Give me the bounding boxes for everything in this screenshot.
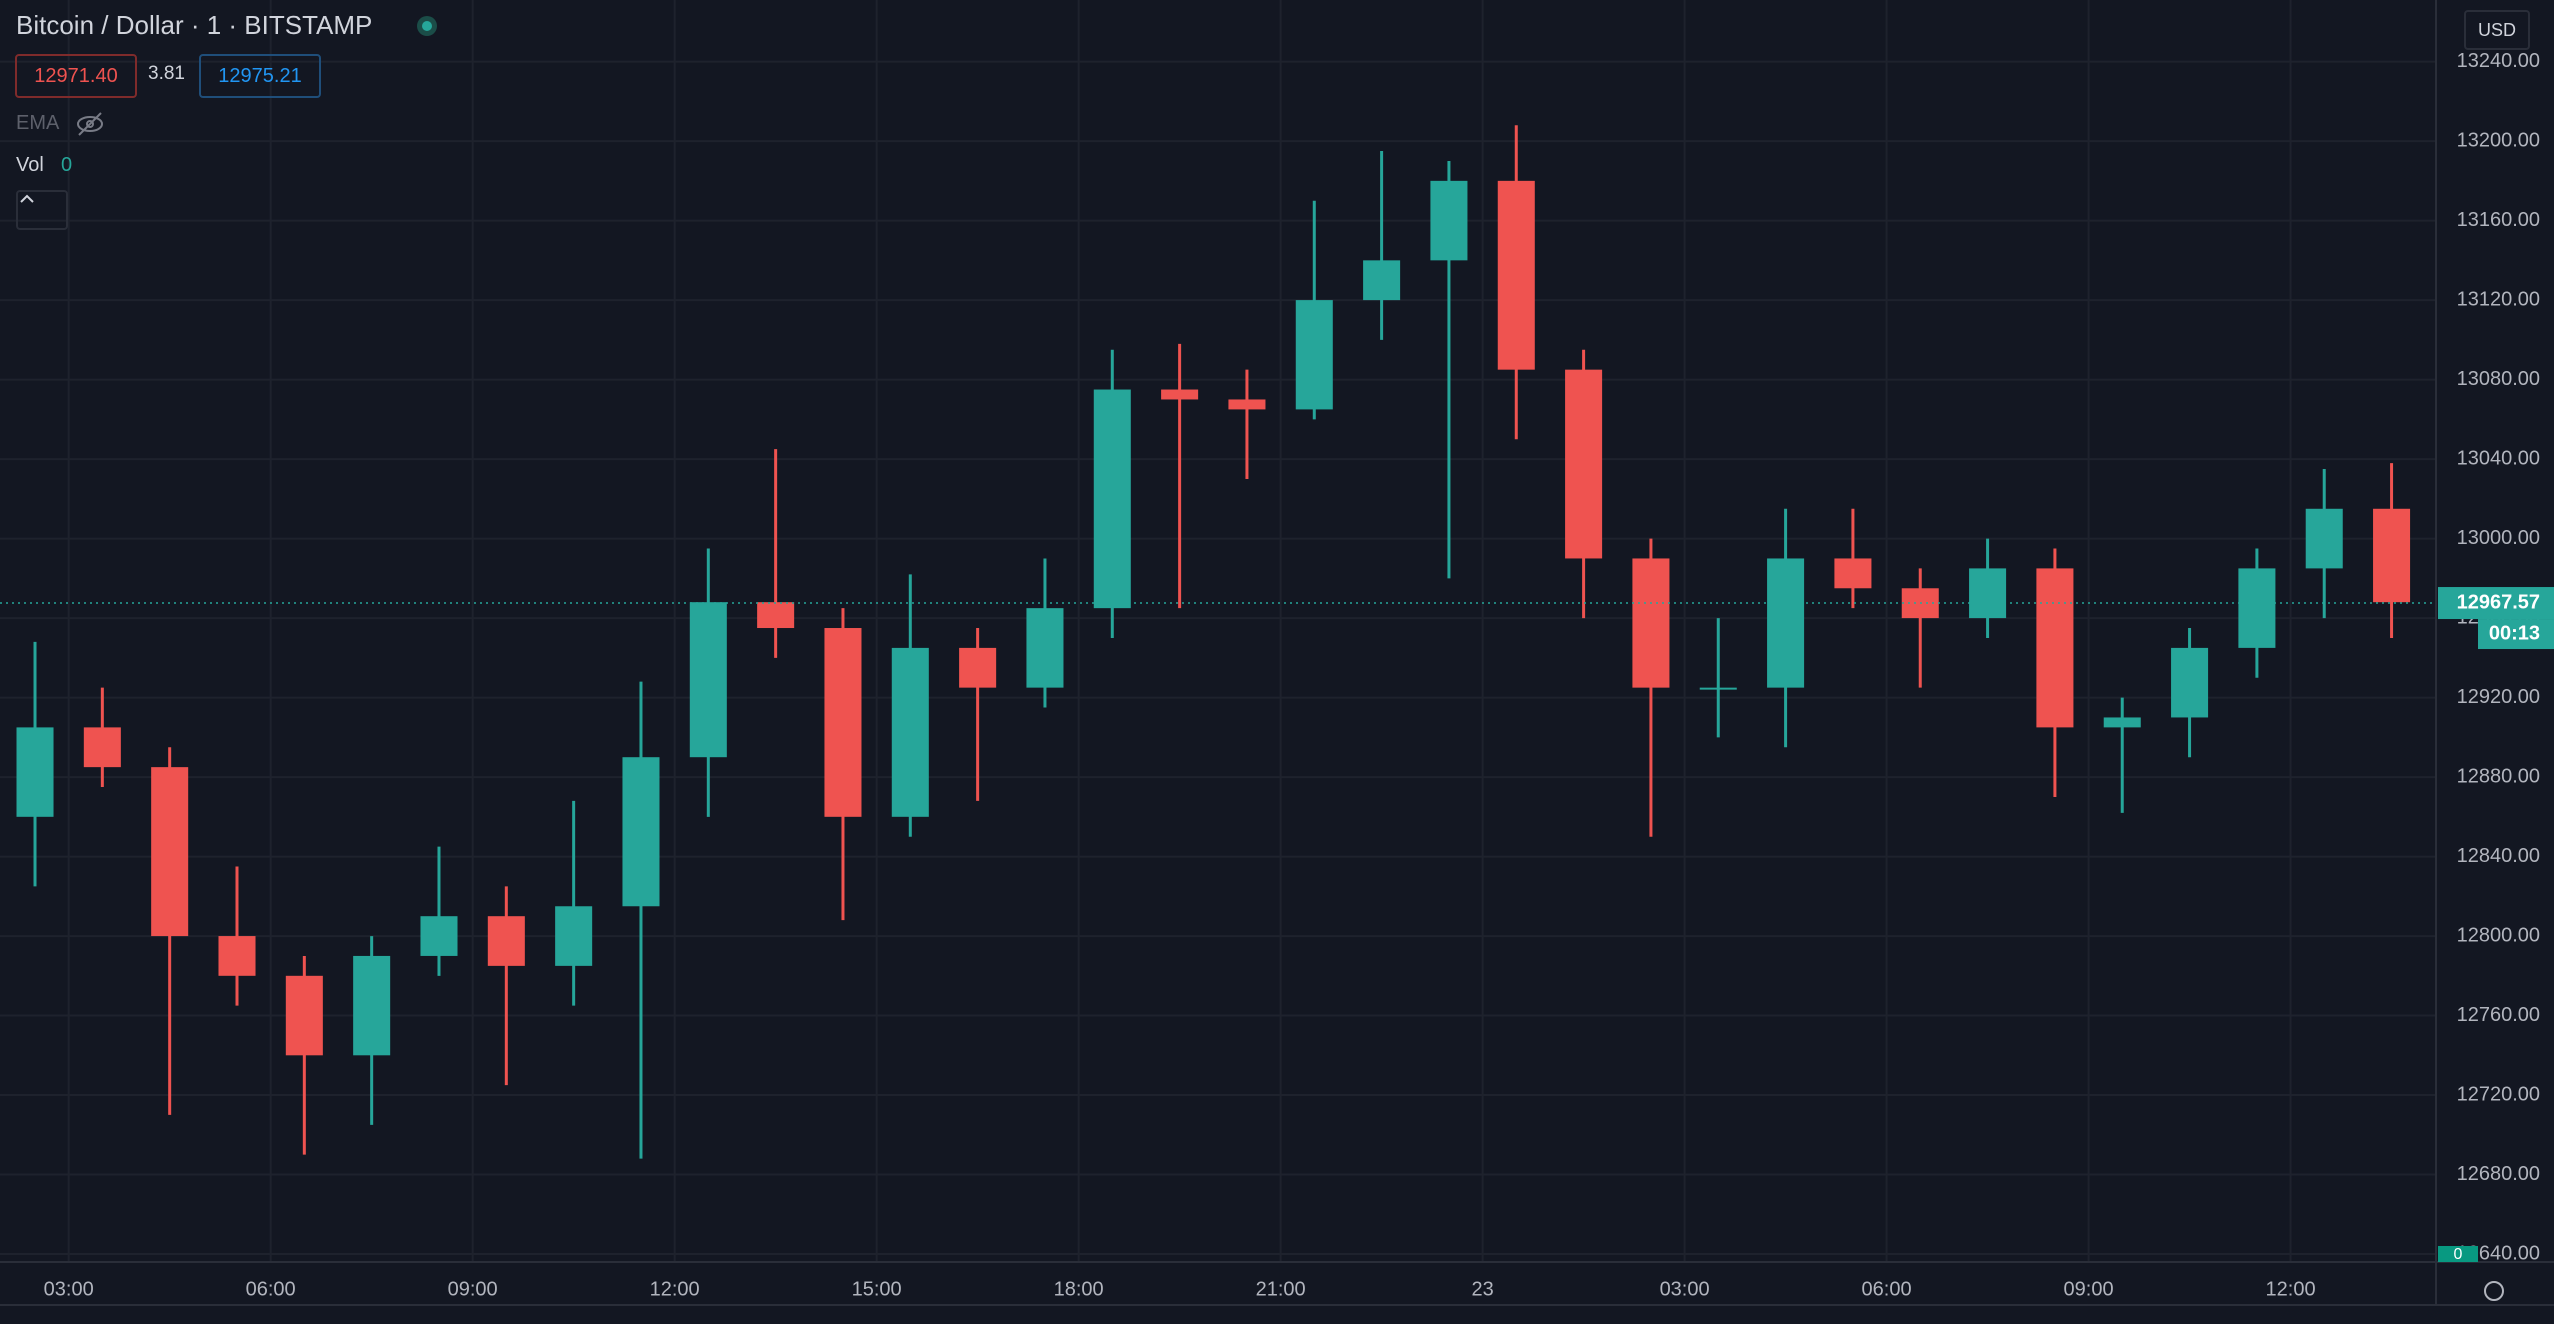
candle-body [1699, 687, 1737, 690]
x-tick-label: 18:00 [1054, 1278, 1104, 1300]
candle-body [622, 757, 660, 907]
candle-body [1565, 369, 1603, 559]
x-tick-label: 15:00 [852, 1278, 902, 1300]
candle-body [1026, 608, 1064, 688]
y-tick-label: 13080.00 [2457, 368, 2540, 390]
candle-body [757, 602, 795, 629]
candle-body [353, 955, 391, 1056]
symbol-title: Bitcoin / Dollar · 1 · BITSTAMP [16, 10, 373, 40]
candle-body [1834, 558, 1872, 589]
candle-body [1228, 399, 1266, 410]
candle-body [555, 906, 593, 966]
candle-body [487, 916, 525, 966]
candle-body [1767, 558, 1805, 688]
candle-body [2171, 647, 2209, 718]
candle-body [959, 647, 997, 688]
sell-button[interactable]: 12971.40 [15, 54, 137, 98]
candle-body [1093, 389, 1131, 609]
x-tick-label: 03:00 [1660, 1278, 1710, 1300]
candle-body [151, 767, 189, 937]
volume-value: 0 [61, 154, 73, 176]
candle-body [1295, 300, 1333, 410]
settings-icon[interactable] [2484, 1281, 2504, 1301]
volume-badge [2438, 1246, 2478, 1262]
y-tick-label: 12800.00 [2457, 924, 2540, 946]
y-tick-label: 12760.00 [2457, 1004, 2540, 1026]
candle-body [2305, 508, 2343, 569]
countdown-badge [2478, 619, 2554, 650]
candle-body [689, 602, 727, 758]
y-tick-label: 13040.00 [2457, 447, 2540, 469]
candle-body [16, 727, 54, 817]
candle-body [83, 727, 121, 768]
candle-body [1632, 558, 1670, 688]
candle-body [2103, 717, 2141, 728]
countdown-label: 00:13 [2489, 622, 2540, 644]
last-price-badge [2438, 587, 2554, 620]
y-tick-label: 12880.00 [2457, 765, 2540, 787]
indicator-vol: Vol [16, 154, 44, 176]
candle-body [420, 916, 458, 956]
y-tick-label: 13200.00 [2457, 129, 2540, 151]
candle-body [824, 628, 862, 817]
candle-body [2238, 568, 2276, 648]
spread: 3.81 [148, 63, 185, 84]
hidden-icon[interactable] [74, 110, 106, 138]
y-tick-label: 12920.00 [2457, 686, 2540, 708]
y-tick-label: 12840.00 [2457, 845, 2540, 867]
x-tick-label: 23 [1471, 1278, 1493, 1300]
currency-button[interactable]: USD [2464, 10, 2530, 50]
candle-body [1430, 180, 1468, 261]
candle-body [1969, 568, 2007, 619]
candle-body [285, 975, 323, 1056]
y-tick-label: 13120.00 [2457, 288, 2540, 310]
y-tick-label: 13240.00 [2457, 50, 2540, 72]
candle-body [2373, 508, 2411, 603]
x-tick-label: 06:00 [1862, 1278, 1912, 1300]
buy-button[interactable]: 12975.21 [199, 54, 321, 98]
collapse-button[interactable] [16, 190, 68, 230]
x-tick-label: 09:00 [2064, 1278, 2114, 1300]
x-tick-label: 12:00 [2266, 1278, 2316, 1300]
candle-body [1497, 180, 1535, 370]
status-dot [417, 16, 437, 36]
candle-body [1161, 389, 1199, 400]
y-tick-label: 13160.00 [2457, 209, 2540, 231]
candle-body [891, 647, 929, 817]
y-tick-label: 12720.00 [2457, 1083, 2540, 1105]
volume-badge-label: 0 [2454, 1246, 2463, 1263]
y-tick-label: 12680.00 [2457, 1163, 2540, 1185]
indicator-ema: EMA [16, 112, 60, 134]
x-tick-label: 03:00 [44, 1278, 94, 1300]
x-tick-label: 12:00 [650, 1278, 700, 1300]
candle-body [1363, 260, 1401, 301]
y-tick-label: 13000.00 [2457, 527, 2540, 549]
x-tick-label: 06:00 [246, 1278, 296, 1300]
x-tick-label: 21:00 [1256, 1278, 1306, 1300]
x-tick-label: 09:00 [448, 1278, 498, 1300]
candle-body [2036, 568, 2074, 728]
candle-body [218, 936, 256, 976]
last-price-label: 12967.57 [2457, 591, 2540, 613]
